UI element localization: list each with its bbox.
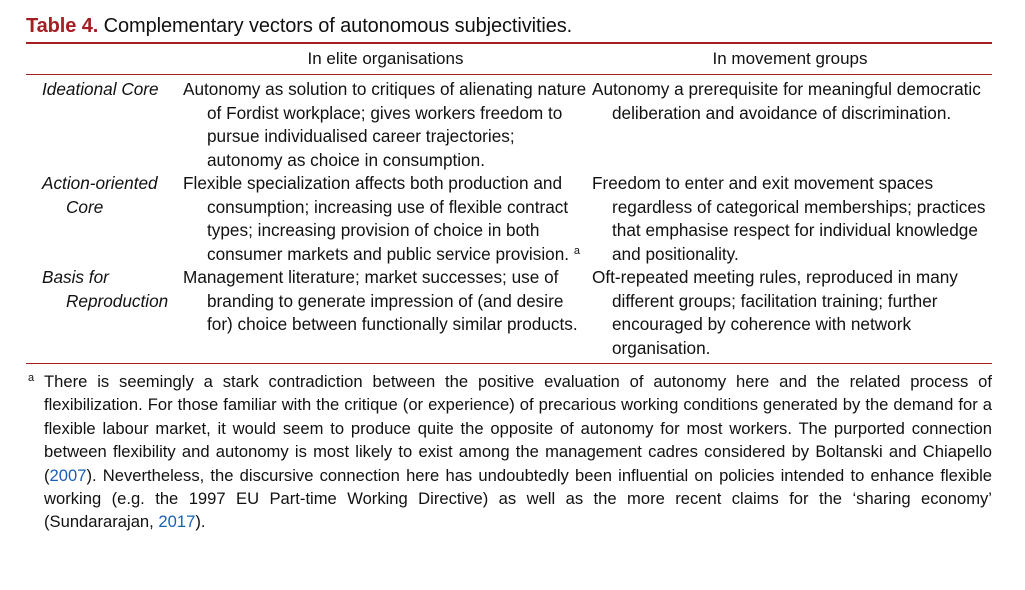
citation-link-2017[interactable]: 2017 [158, 512, 196, 532]
cell-movement-reproduction: Oft-repeated meeting rules, reproduced i… [592, 267, 958, 358]
cell-elite-action-text: Flexible specialization affects both pro… [183, 173, 570, 264]
cell-elite-action: Flexible specialization affects both pro… [183, 172, 588, 266]
table-row: Ideational Core Autonomy as solution to … [26, 78, 992, 172]
cell-movement-action: Freedom to enter and exit movement space… [592, 173, 986, 264]
footnote-marker-ref[interactable]: a [573, 244, 580, 257]
footnote-marker: a [28, 372, 35, 384]
table-header-row: In elite organisations In movement group… [26, 44, 992, 74]
cell-elite-ideational: Autonomy as solution to critiques of ali… [183, 79, 587, 170]
top-rule [26, 42, 992, 44]
table-number: Table 4. [26, 15, 99, 37]
header-rule [26, 74, 992, 75]
table-row: Basis for Reproduction Management litera… [26, 266, 992, 360]
table-caption: Table 4. Complementary vectors of autono… [26, 12, 992, 42]
header-movement-groups: In movement groups [712, 49, 868, 68]
row-heading-ideational-core: Ideational Core [42, 79, 159, 99]
cell-movement-ideational: Autonomy a prerequisite for meaningful d… [592, 79, 981, 123]
footnote-text: There is seemingly a stark contradiction… [44, 370, 992, 534]
citation-link-2007[interactable]: 2007 [49, 465, 87, 485]
row-heading-action-oriented-core: Action-oriented Core [42, 173, 158, 217]
table-row: Action-oriented Core Flexible specializa… [26, 172, 992, 266]
table-body: Ideational Core Autonomy as solution to … [26, 75, 992, 360]
table-footnote: a There is seemingly a stark contradicti… [26, 370, 992, 534]
footnote-text-part-1: There is seemingly a stark contradiction… [44, 372, 992, 485]
cell-elite-reproduction: Management literature; market successes;… [183, 267, 578, 334]
table-title: Complementary vectors of autonomous subj… [103, 15, 573, 37]
footnote-text-part-2: ). Nevertheless, the discursive connecti… [44, 465, 992, 532]
footnote-text-part-3: ). [195, 512, 206, 532]
row-heading-basis-for-reproduction: Basis for Reproduction [42, 267, 169, 311]
bottom-rule [26, 363, 992, 364]
header-elite-organisations: In elite organisations [307, 49, 464, 68]
table-figure: Table 4. Complementary vectors of autono… [26, 12, 992, 534]
